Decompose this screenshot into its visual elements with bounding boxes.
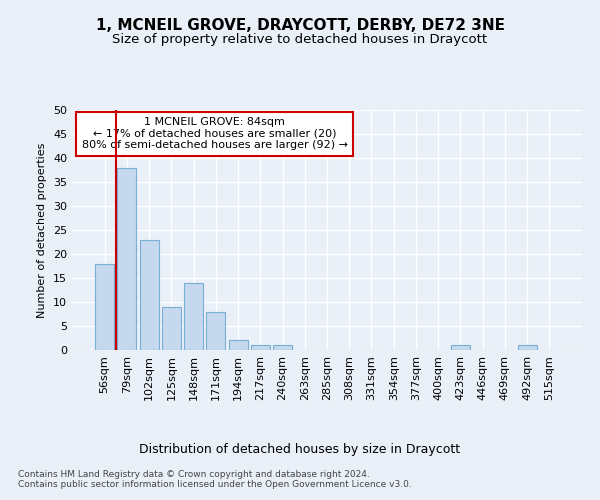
Text: 1 MCNEIL GROVE: 84sqm
← 17% of detached houses are smaller (20)
80% of semi-deta: 1 MCNEIL GROVE: 84sqm ← 17% of detached … <box>82 117 348 150</box>
Bar <box>206 312 225 350</box>
Bar <box>451 345 470 350</box>
Bar <box>118 168 136 350</box>
Bar <box>229 340 248 350</box>
Bar <box>140 240 158 350</box>
Text: Contains HM Land Registry data © Crown copyright and database right 2024.
Contai: Contains HM Land Registry data © Crown c… <box>18 470 412 490</box>
Text: Size of property relative to detached houses in Draycott: Size of property relative to detached ho… <box>112 32 488 46</box>
Bar <box>95 264 114 350</box>
Bar <box>184 283 203 350</box>
Text: 1, MCNEIL GROVE, DRAYCOTT, DERBY, DE72 3NE: 1, MCNEIL GROVE, DRAYCOTT, DERBY, DE72 3… <box>95 18 505 32</box>
Bar <box>251 345 270 350</box>
Bar <box>162 307 181 350</box>
Bar <box>273 345 292 350</box>
Bar <box>518 345 536 350</box>
Text: Distribution of detached houses by size in Draycott: Distribution of detached houses by size … <box>139 442 461 456</box>
Y-axis label: Number of detached properties: Number of detached properties <box>37 142 47 318</box>
